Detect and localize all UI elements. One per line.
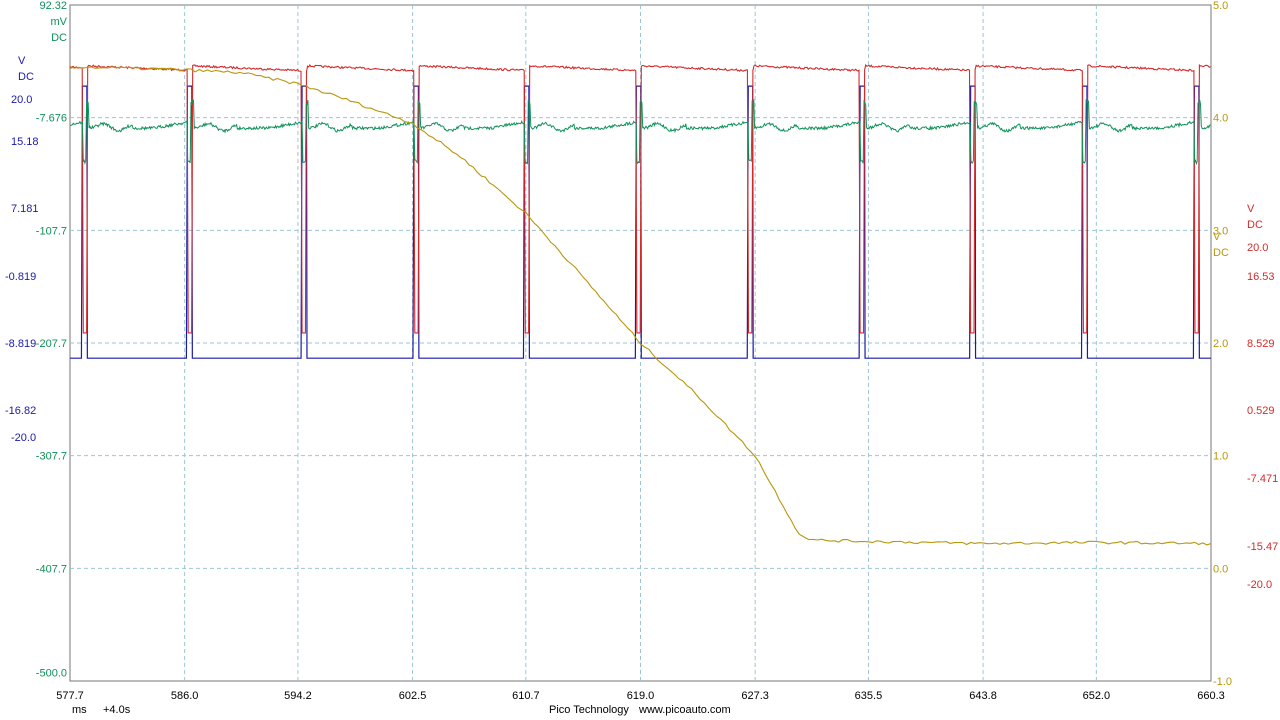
red-unit-label: V: [1247, 203, 1255, 215]
x-tick-label: 610.7: [512, 690, 540, 702]
blue-tick-label: 7.181: [11, 203, 39, 215]
x-tick-label: 643.8: [969, 690, 997, 702]
x-unit-label: ms: [72, 704, 87, 716]
blue-tick-label: -20.0: [11, 432, 36, 444]
red-tick-label: -20.0: [1247, 579, 1272, 591]
yellow-tick-label: -1.0: [1213, 676, 1232, 688]
blue-tick-label: 15.18: [11, 136, 39, 148]
x-tick-label: 652.0: [1083, 690, 1111, 702]
yellow-tick-label: 4.0: [1213, 113, 1228, 125]
yellow-unit-label: V: [1213, 231, 1221, 243]
yellow-tick-label: 0.0: [1213, 563, 1228, 575]
x-tick-label: 619.0: [627, 690, 655, 702]
blue-tick-label: -8.819: [5, 338, 36, 350]
x-tick-label: 602.5: [399, 690, 427, 702]
red-tick-label: 8.529: [1247, 338, 1275, 350]
green-unit-label: mV: [51, 16, 68, 28]
green-tick-label: -207.7: [36, 338, 67, 350]
axis-labels: 577.7 586.0 594.2 602.5 610.7 619.0 627.3 635.5…: [5, 0, 1278, 702]
yellow-tick-label: 3.0: [1213, 225, 1228, 237]
blue-tick-label: 20.0: [11, 94, 32, 106]
x-tick-label: 586.0: [171, 690, 199, 702]
red-tick-label: 20.0: [1247, 242, 1268, 254]
green-tick-label: -107.7: [36, 225, 67, 237]
red-tick-label: 16.53: [1247, 271, 1275, 283]
green-tick-label: -500.0: [36, 667, 67, 679]
green-tick-label: -7.676: [36, 113, 67, 125]
yellow-tick-label: 5.0: [1213, 0, 1228, 12]
red-trace: [69, 63, 1211, 334]
yellow-unit-label: DC: [1213, 247, 1229, 259]
x-tick-label: 577.7: [56, 690, 84, 702]
scope-chart: 577.7 586.0 594.2 602.5 610.7 619.0 627.3 635.5…: [5, 0, 1278, 702]
traces: [69, 63, 1212, 546]
brand-label: Pico Technology: [549, 704, 629, 716]
yellow-tick-label: 2.0: [1213, 338, 1228, 350]
red-tick-label: -15.47: [1247, 541, 1278, 553]
x-tick-label: 594.2: [284, 690, 312, 702]
blue-unit-label: V: [18, 55, 26, 67]
red-tick-label: -7.471: [1247, 473, 1278, 485]
green-unit-label: DC: [51, 32, 67, 44]
green-tick-label: 92.32: [39, 0, 67, 12]
red-unit-label: DC: [1247, 219, 1263, 231]
blue-tick-label: -0.819: [5, 271, 36, 283]
website-label: www.picoauto.com: [639, 704, 731, 716]
green-tick-label: -407.7: [36, 563, 67, 575]
yellow-tick-label: 1.0: [1213, 451, 1228, 463]
footer: ms +4.0s Pico Technology www.picoauto.co…: [0, 702, 1280, 720]
blue-tick-label: -16.82: [5, 405, 36, 417]
time-offset-label: +4.0s: [103, 704, 131, 716]
yellow-trace: [69, 66, 1212, 546]
blue-unit-label: DC: [18, 71, 34, 83]
green-tick-label: -307.7: [36, 451, 67, 463]
x-tick-label: 660.3: [1197, 690, 1225, 702]
red-tick-label: 0.529: [1247, 405, 1275, 417]
green-trace: [69, 98, 1211, 166]
x-tick-label: 635.5: [855, 690, 883, 702]
x-tick-label: 627.3: [741, 690, 769, 702]
